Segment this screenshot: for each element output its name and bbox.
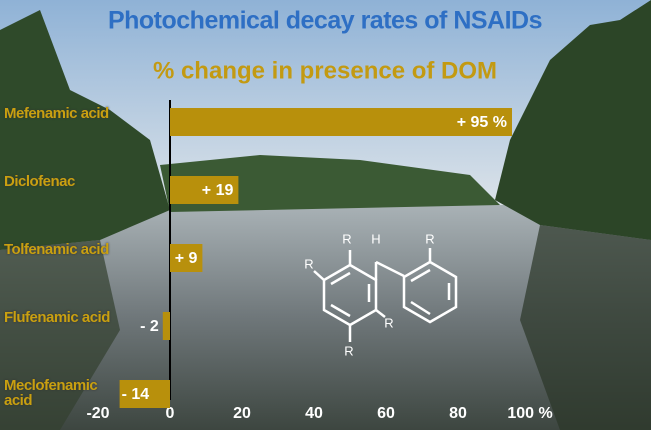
x-tick-label: 60 [377, 405, 395, 422]
bar [170, 176, 239, 204]
structure-label: R [304, 256, 313, 271]
molecule [313, 248, 458, 342]
x-tick-label: 100 % [507, 405, 552, 422]
x-tick-label: 80 [449, 405, 467, 422]
x-tick-label: 40 [305, 405, 323, 422]
category-label: Diclofenac [4, 173, 75, 190]
x-tick-label: -20 [86, 405, 109, 422]
bar [119, 380, 170, 408]
x-tick-label: 20 [233, 405, 251, 422]
category-label: Tolfenamic acid [4, 241, 109, 258]
x-tick-label: 0 [166, 405, 175, 422]
structure-label: R [342, 231, 351, 246]
chart-subtitle: % change in presence of DOM [153, 57, 497, 84]
value-label: + 9 [175, 250, 198, 267]
value-label: - 2 [140, 318, 159, 335]
bar [170, 108, 512, 136]
category-label: Flufenamic acid [4, 309, 110, 326]
value-label: - 14 [122, 386, 150, 403]
structure-label: R [384, 315, 393, 330]
chart-title: Photochemical decay rates of NSAIDs [108, 7, 542, 35]
bar [170, 244, 203, 272]
structure-label: R [425, 231, 434, 246]
value-label: + 95 % [457, 114, 507, 131]
structure-label: H [371, 231, 380, 246]
structure-label: R [344, 343, 353, 358]
value-label: + 19 [202, 182, 234, 199]
bar [162, 312, 170, 340]
category-label: Meclofenamic acid [4, 377, 98, 409]
category-label: Mefenamic acid [4, 105, 109, 122]
